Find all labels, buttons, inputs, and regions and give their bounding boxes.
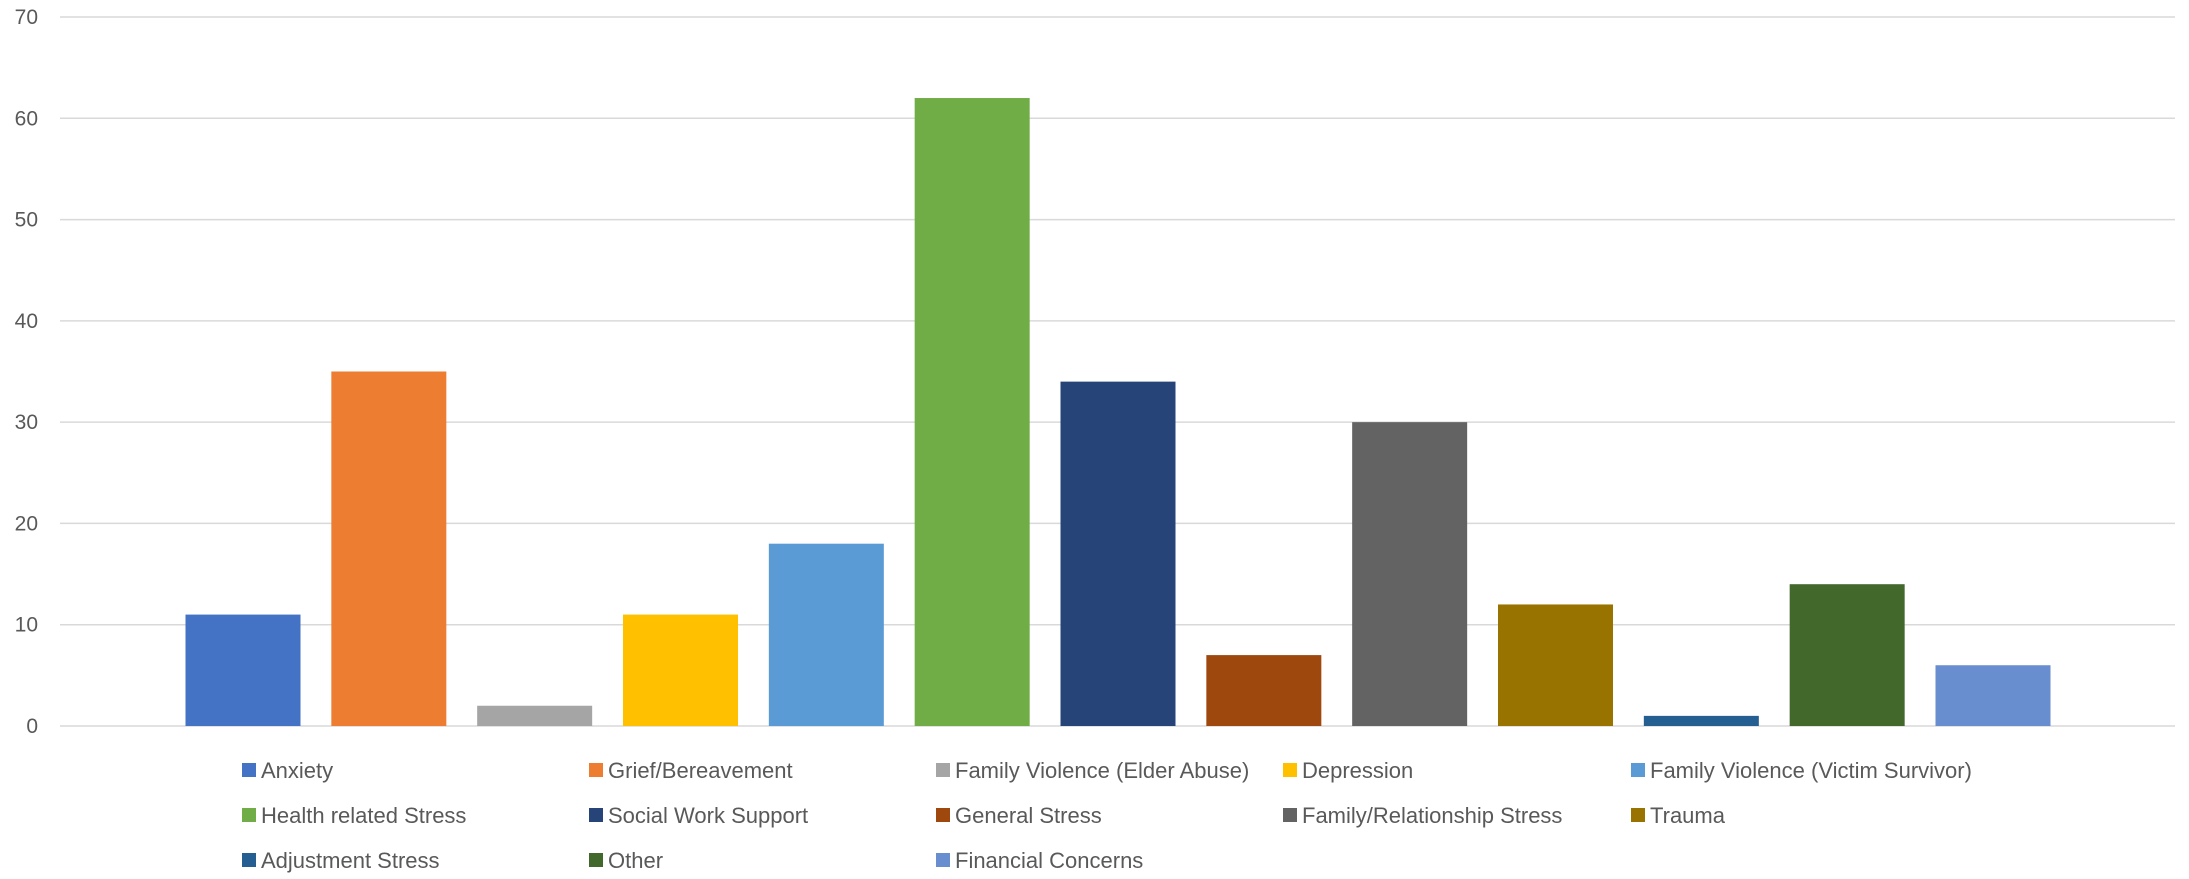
legend-swatch — [589, 763, 603, 777]
y-tick-label: 50 — [15, 209, 38, 232]
bar-depression — [623, 614, 738, 726]
bar-family-violence-elder-abuse — [477, 705, 593, 726]
bar-family-violence-victim-survivor — [768, 543, 884, 726]
legend-item: Depression — [1283, 758, 1413, 783]
bar-health-related-stress — [914, 98, 1030, 727]
y-tick-label: 70 — [15, 6, 38, 29]
legend-label: Health related Stress — [261, 803, 466, 828]
legend-item: Grief/Bereavement — [589, 758, 793, 783]
y-tick-label: 40 — [15, 310, 38, 333]
y-tick-label: 0 — [26, 715, 38, 738]
legend-label: Social Work Support — [608, 803, 808, 828]
legend-swatch — [589, 853, 603, 867]
legend: Anxiety Grief/Bereavement Family Violence … — [242, 758, 1972, 873]
legend-label: Anxiety — [261, 758, 333, 783]
y-tick-label: 30 — [15, 411, 38, 434]
legend-label: Other — [608, 848, 663, 873]
y-axis: 0 10 20 30 40 50 60 70 — [15, 6, 38, 738]
bar-family-relationship-stress — [1352, 422, 1468, 726]
legend-item: Family/Relationship Stress — [1283, 803, 1562, 828]
legend-swatch — [242, 853, 256, 867]
legend-label: Family/Relationship Stress — [1302, 803, 1562, 828]
legend-item: Family Violence (Elder Abuse) — [936, 758, 1249, 783]
bar-grief-bereavement — [331, 371, 447, 726]
legend-swatch — [1631, 808, 1645, 822]
legend-label: General Stress — [955, 803, 1102, 828]
legend-item: Financial Concerns — [936, 848, 1143, 873]
legend-swatch — [589, 808, 603, 822]
legend-swatch — [1631, 763, 1645, 777]
legend-label: Adjustment Stress — [261, 848, 440, 873]
legend-label: Family Violence (Elder Abuse) — [955, 758, 1249, 783]
legend-swatch — [1283, 763, 1297, 777]
legend-swatch — [936, 808, 950, 822]
legend-item: Anxiety — [242, 758, 333, 783]
legend-swatch — [242, 763, 256, 777]
bar-social-work-support — [1060, 381, 1176, 726]
legend-label: Grief/Bereavement — [608, 758, 793, 783]
legend-label: Depression — [1302, 758, 1413, 783]
legend-label: Family Violence (Victim Survivor) — [1650, 758, 1972, 783]
bars — [185, 98, 2051, 727]
y-tick-label: 10 — [15, 614, 38, 637]
legend-swatch — [936, 853, 950, 867]
bar-financial-concerns — [1935, 665, 2051, 726]
legend-item: General Stress — [936, 803, 1102, 828]
bar-other — [1789, 584, 1905, 726]
legend-swatch — [242, 808, 256, 822]
bar-trauma — [1498, 604, 1613, 726]
legend-item: Trauma — [1631, 803, 1726, 828]
legend-label: Financial Concerns — [955, 848, 1143, 873]
bar-general-stress — [1206, 655, 1322, 726]
legend-item: Adjustment Stress — [242, 848, 440, 873]
legend-swatch — [936, 763, 950, 777]
legend-item: Other — [589, 848, 663, 873]
legend-label: Trauma — [1650, 803, 1726, 828]
legend-item: Social Work Support — [589, 803, 808, 828]
legend-swatch — [1283, 808, 1297, 822]
y-tick-label: 20 — [15, 512, 38, 535]
y-tick-label: 60 — [15, 107, 38, 130]
bar-anxiety — [185, 614, 301, 726]
bar-adjustment-stress — [1643, 715, 1759, 726]
legend-item: Family Violence (Victim Survivor) — [1631, 758, 1972, 783]
legend-item: Health related Stress — [242, 803, 466, 828]
